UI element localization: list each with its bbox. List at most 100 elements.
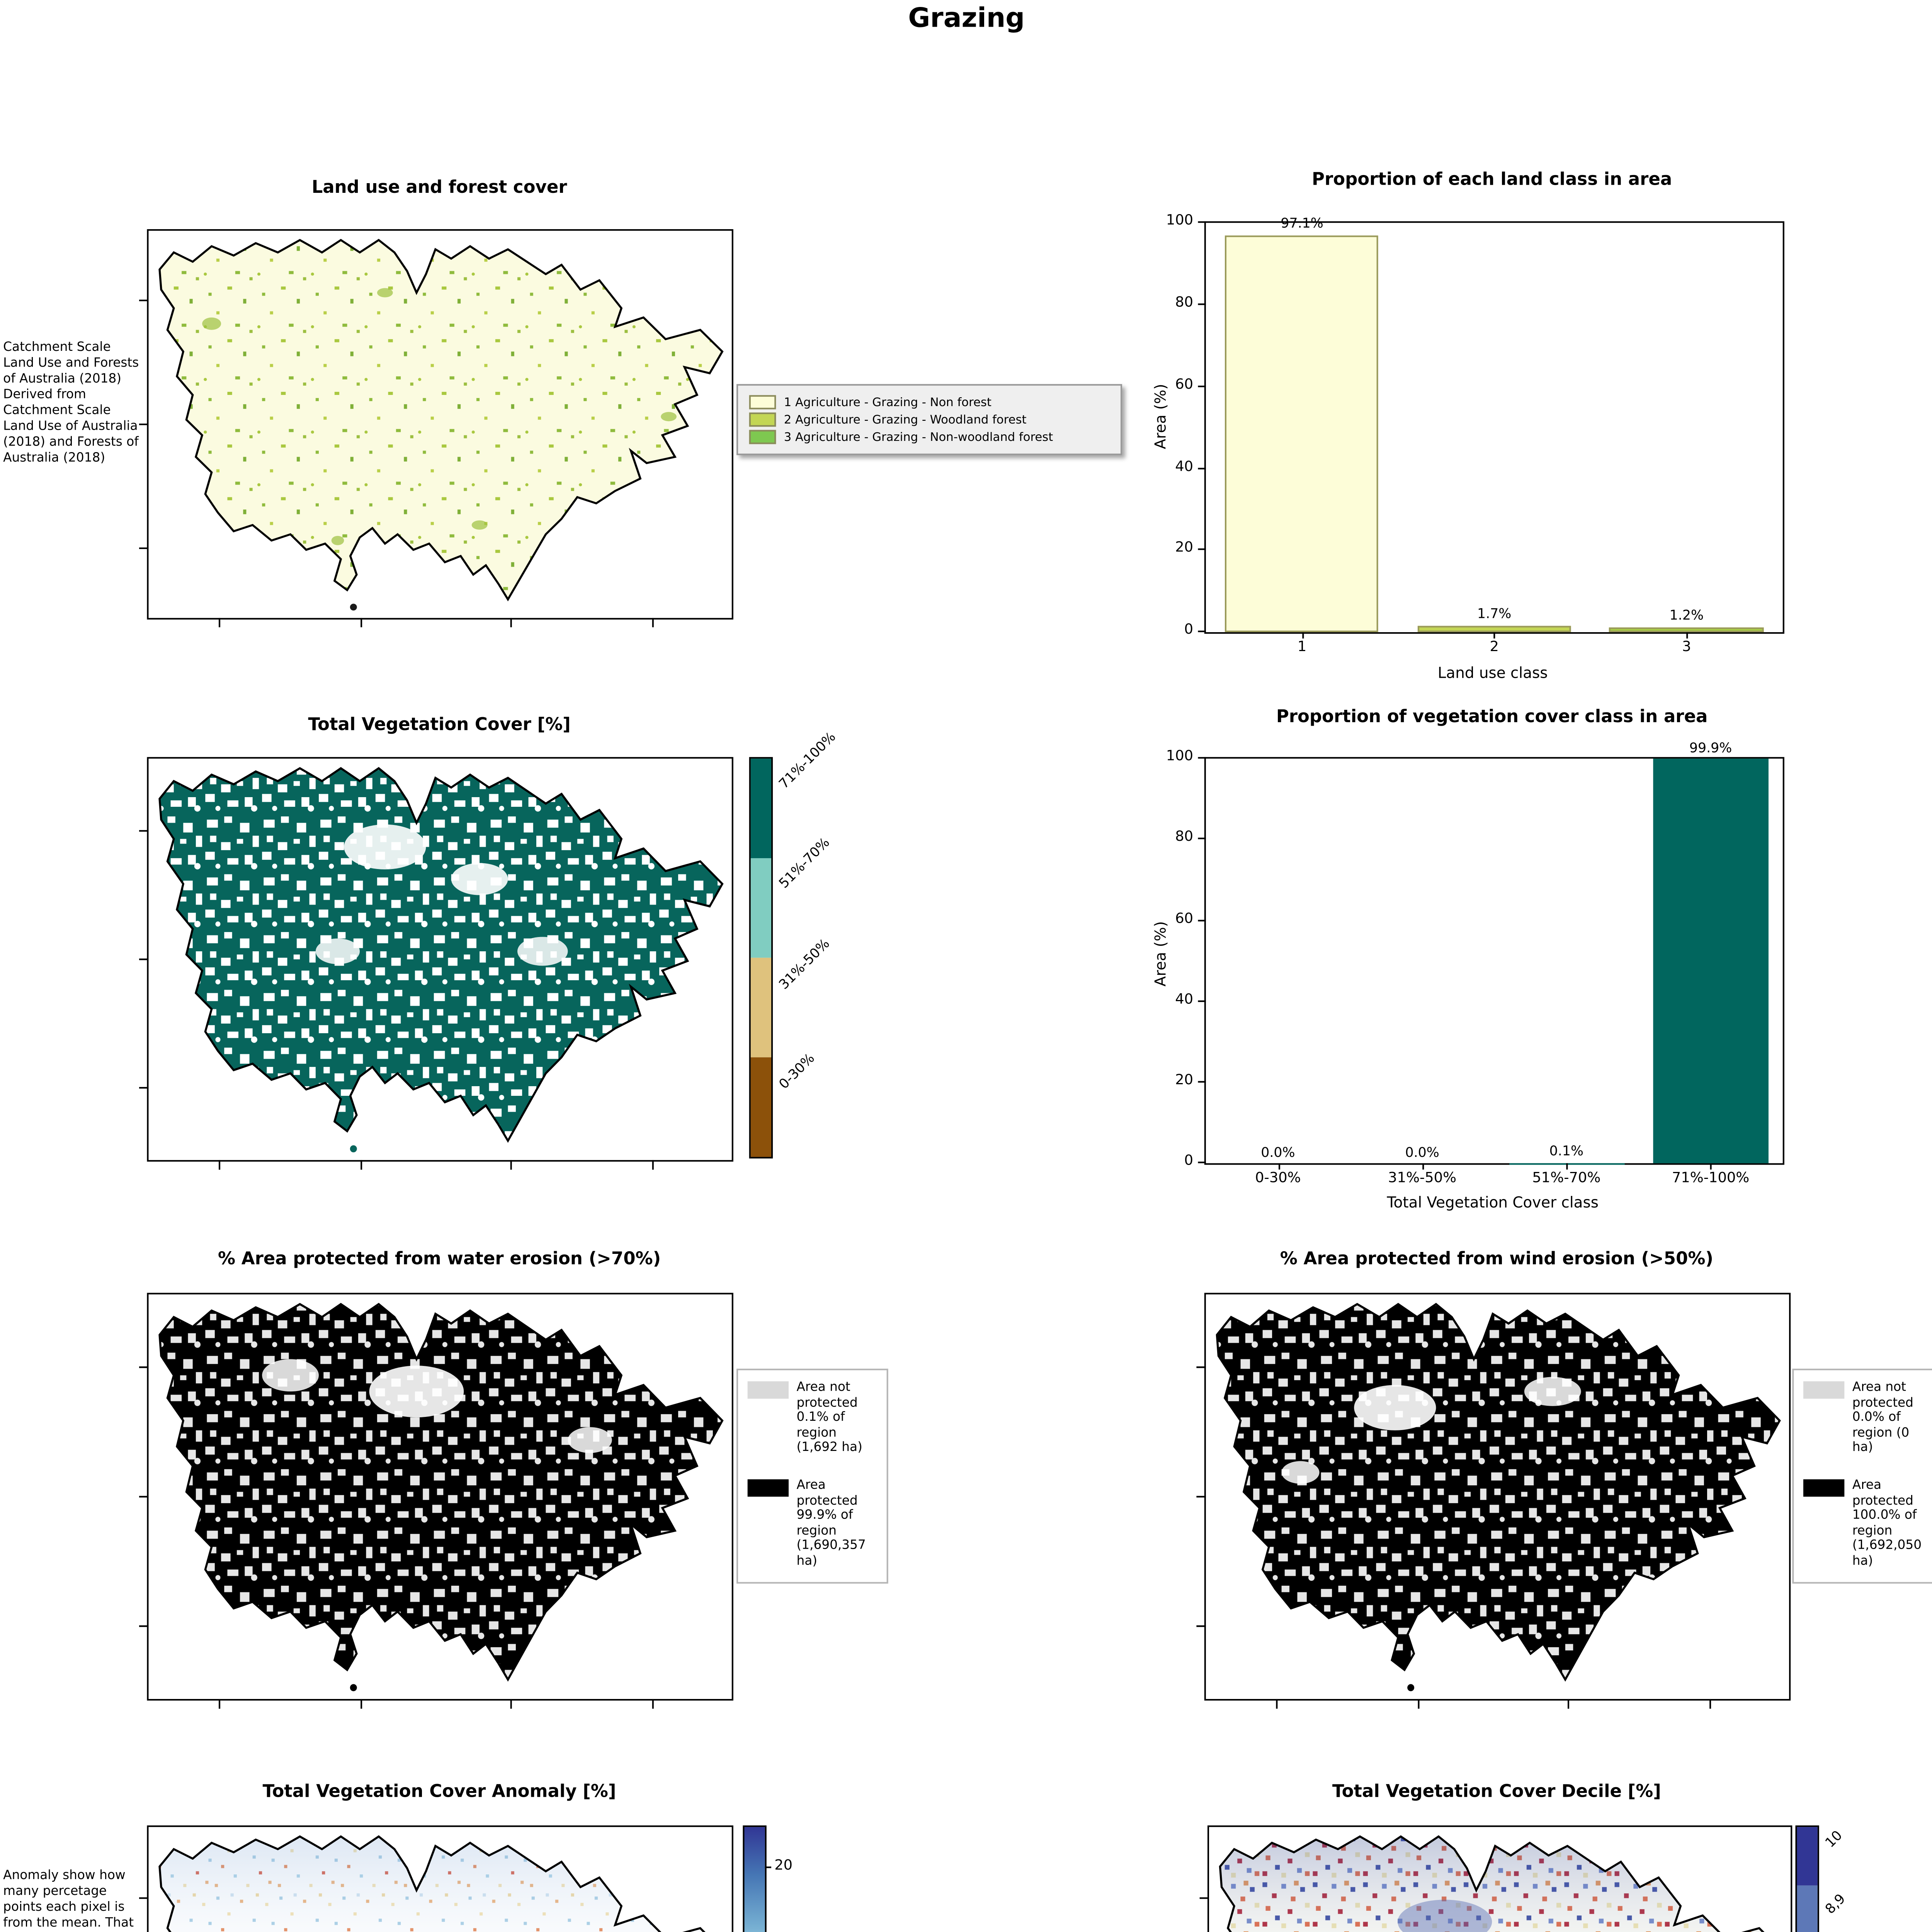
y-axis-tick-label: 80 — [1175, 830, 1194, 846]
legend-swatch-not-protected — [1803, 1381, 1845, 1399]
x-axis-tick — [1566, 1163, 1568, 1169]
axis-ticks — [139, 299, 654, 628]
axis-ticks — [1196, 1366, 1711, 1709]
bar-3 — [1609, 627, 1764, 633]
y-axis-tick-label: 0 — [1184, 1154, 1194, 1170]
bar-71%-100% — [1653, 759, 1769, 1163]
y-axis-tick-label: 0 — [1184, 622, 1194, 639]
legend-item: 3 Agriculture - Grazing - Non-woodland f… — [749, 430, 1110, 444]
y-axis-tick: 80 — [1175, 830, 1206, 846]
legend-item: Area not protected 0.0% of region (0 ha) — [1803, 1380, 1930, 1456]
anomaly-side-note: Anomaly show how many percetage points e… — [3, 1868, 134, 1932]
legend-item: 1 Agriculture - Grazing - Non forest — [749, 395, 1110, 410]
bar-slot: 1.7% 2 — [1398, 223, 1590, 656]
anomaly-colorbar: 20 10 0 −10 −20 — [743, 1825, 793, 1932]
landuse-map-canvas — [139, 231, 731, 628]
decile-explainer-note: Deciles show where the pixel value lies … — [898, 1931, 1097, 1932]
small-island — [350, 1145, 357, 1153]
y-axis-tick-label: 60 — [1175, 377, 1194, 393]
x-axis-tick — [1711, 1163, 1712, 1169]
legend-label: Area protected 99.9% of region (1,690,35… — [796, 1478, 866, 1568]
legend-label: 2 Agriculture - Grazing - Woodland fores… — [784, 412, 1027, 427]
vegclass-chart-ylabel: Area (%) — [1153, 921, 1170, 986]
x-axis-tick-label: 51%-70% — [1532, 1171, 1601, 1187]
wind-erosion-legend: Area not protected 0.0% of region (0 ha)… — [1792, 1369, 1932, 1583]
bar-value-label: 0.1% — [1549, 1145, 1584, 1161]
y-axis-tick-label: 20 — [1175, 1073, 1194, 1089]
legend-swatch-not-protected — [747, 1381, 789, 1399]
y-axis-tick: 100 — [1166, 214, 1206, 230]
y-axis-tick: 40 — [1175, 459, 1206, 475]
y-axis-tick: 80 — [1175, 296, 1206, 311]
x-axis-tick — [1278, 1163, 1280, 1169]
decile-map-canvas — [1199, 1827, 1791, 1932]
landclass-chart-title: Proportion of each land class in area — [1311, 169, 1672, 190]
colorbar-label: 10 — [1823, 1828, 1847, 1852]
bar-value-label: 99.9% — [1689, 741, 1732, 757]
y-axis-tick-label: 100 — [1166, 749, 1194, 765]
vegclass-chart-title: Proportion of vegetation cover class in … — [1276, 706, 1708, 727]
small-island — [1407, 1684, 1415, 1691]
page-title: Grazing — [908, 3, 1025, 35]
y-axis-tick-label: 60 — [1175, 911, 1194, 927]
y-axis-tick-label: 100 — [1166, 213, 1194, 230]
y-axis-tick-label: 40 — [1175, 459, 1194, 475]
legend-label: 1 Agriculture - Grazing - Non forest — [784, 395, 992, 410]
bar-slot: 0.0% 31%-50% — [1350, 759, 1494, 1187]
legend-label: Area not protected 0.0% of region (0 ha) — [1852, 1379, 1913, 1455]
bar-slot: 99.9% 71%-100% — [1639, 741, 1783, 1187]
y-axis-tick: 60 — [1175, 911, 1206, 927]
axis-ticks — [139, 830, 654, 1170]
x-axis-tick-label: 31%-50% — [1388, 1171, 1457, 1187]
legend-swatch-woodland — [749, 412, 776, 427]
water-erosion-map-canvas — [139, 1294, 731, 1709]
landclass-chart-ylabel: Area (%) — [1153, 384, 1170, 449]
colorbar-label: 31%-50% — [777, 936, 834, 993]
colorbar-segment — [750, 858, 772, 958]
legend-item: Area protected 99.9% of region (1,690,35… — [747, 1478, 877, 1568]
vegcover-map-title: Total Vegetation Cover [%] — [308, 714, 571, 735]
landuse-legend: 1 Agriculture - Grazing - Non forest 2 A… — [736, 384, 1122, 455]
axis-ticks — [139, 1897, 149, 1899]
x-axis-tick-label: 0-30% — [1255, 1171, 1301, 1187]
water-erosion-title: % Area protected from water erosion (>70… — [218, 1248, 661, 1269]
decile-map — [1199, 1825, 1793, 1932]
colorbar-tick: 20 — [765, 1858, 793, 1874]
legend-swatch-protected — [1803, 1479, 1845, 1497]
colorbar-segment — [750, 759, 772, 858]
colorbar-segment — [1797, 1886, 1818, 1932]
x-axis-tick-label: 2 — [1490, 640, 1499, 656]
legend-label: 3 Agriculture - Grazing - Non-woodland f… — [784, 430, 1053, 444]
bar-2 — [1417, 625, 1571, 633]
decile-colorbar — [1795, 1825, 1819, 1932]
colorbar-segment — [750, 957, 772, 1058]
y-axis-tick-label: 80 — [1175, 295, 1194, 311]
wind-erosion-title: % Area protected from wind erosion (>50%… — [1280, 1248, 1714, 1269]
colorbar-segment — [750, 1057, 772, 1157]
landclass-bar-chart: 0 20 40 60 80 100 97.1% 1 1.7% 2 1.2% 3 — [1166, 214, 1784, 656]
vegcover-map-canvas — [139, 759, 731, 1170]
bar-slot: 1.2% 3 — [1590, 223, 1783, 656]
anomaly-map — [139, 1825, 733, 1932]
y-axis-tick: 40 — [1175, 992, 1206, 1008]
decile-map-title: Total Vegetation Cover Decile [%] — [1332, 1781, 1661, 1802]
y-axis-tick: 0 — [1184, 623, 1206, 639]
x-axis-tick-label: 1 — [1297, 640, 1307, 656]
anomaly-map-canvas — [139, 1827, 731, 1932]
landuse-map-title: Land use and forest cover — [311, 177, 567, 198]
vegcover-colorbar — [749, 757, 773, 1159]
y-axis-tick-label: 40 — [1175, 992, 1194, 1008]
small-island — [350, 1684, 357, 1691]
colorbar-label: 8,9 — [1823, 1891, 1849, 1918]
y-axis-tick: 20 — [1175, 1073, 1206, 1089]
legend-label: Area not protected 0.1% of region (1,692… — [796, 1379, 862, 1455]
x-axis-tick-label: 71%-100% — [1672, 1171, 1750, 1187]
bar-slot: 0.0% 0-30% — [1206, 759, 1350, 1187]
y-axis-tick: 0 — [1184, 1154, 1206, 1170]
colorbar-label: 71%-100% — [777, 730, 840, 793]
bar-value-label: 1.2% — [1669, 609, 1704, 625]
legend-item: 2 Agriculture - Grazing - Woodland fores… — [749, 412, 1110, 427]
legend-label: Area protected 100.0% of region (1,692,0… — [1852, 1478, 1922, 1568]
x-axis-tick — [1302, 632, 1304, 638]
